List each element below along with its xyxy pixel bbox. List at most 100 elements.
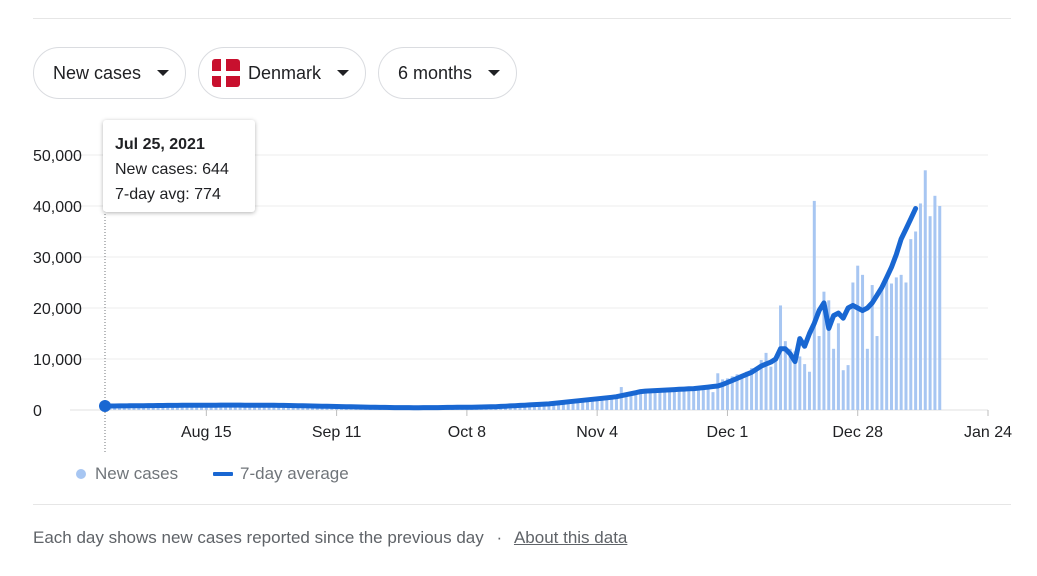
bar [774,356,778,410]
bar [735,374,739,410]
bar [552,402,556,410]
x-tick-label: Dec 1 [707,424,749,441]
bar [817,336,821,410]
bar [759,360,763,410]
metric-dropdown[interactable]: New cases [33,47,186,99]
bar [639,392,643,410]
legend-new-cases: New cases [76,464,178,484]
bar [875,336,879,410]
bar [696,388,700,410]
bar [827,300,831,410]
bar [687,389,691,410]
bar [581,399,585,410]
bar [832,348,836,410]
bar [523,405,527,410]
bottom-divider [33,504,1011,505]
bar [692,388,696,410]
bar [822,291,826,410]
bar [894,277,898,410]
bar [933,195,937,410]
y-tick-label: 20,000 [33,301,82,318]
bar [624,393,628,410]
bar [528,405,532,410]
bar [532,404,536,410]
chevron-down-icon [157,70,170,76]
average-line [102,206,919,411]
bar [803,364,807,410]
bar [730,376,734,410]
bar [812,200,816,410]
bar [576,400,580,410]
bar [634,392,638,410]
tooltip-new-cases: New cases: 644 [115,161,229,178]
bar [605,395,609,410]
bar [783,341,787,410]
bar [914,231,918,410]
bar [663,391,667,410]
bar [793,351,797,410]
x-tick-label: Dec 28 [832,424,883,441]
x-tick-label: Sep 11 [312,424,362,441]
x-tick-label: Jan 24 [964,424,1012,441]
bar [537,404,541,410]
legend-new-cases-label: New cases [95,464,179,483]
bar [923,170,927,410]
bar [547,403,551,410]
bar [750,368,754,410]
bar [590,398,594,410]
bar [566,401,570,410]
bar [721,379,725,410]
bar [841,370,845,410]
about-data-link[interactable]: About this data [513,528,628,547]
bar [219,405,223,410]
bar [224,405,228,410]
denmark-flag-icon [212,59,240,87]
bar [725,378,729,410]
bar [716,373,720,410]
bar [870,285,874,410]
country-dropdown[interactable]: Denmark [198,47,366,99]
bar [701,387,705,410]
x-tick-label: Nov 4 [576,424,618,441]
y-tick-label: 10,000 [33,352,82,369]
footer-text: Each day shows new cases reported since … [33,528,484,547]
y-tick-label: 0 [33,403,42,420]
footer-separator: · [496,528,503,547]
avg-line-swatch [213,472,233,476]
bar [885,279,889,410]
bar [542,403,546,410]
bar [928,216,932,410]
bar [904,282,908,410]
bar [807,371,811,410]
bar [754,370,758,410]
bar [779,305,783,410]
tooltip-date: Jul 25, 2021 [115,136,205,153]
bar [614,394,618,410]
top-divider [33,18,1011,19]
bar [899,274,903,410]
x-tick-label: Oct 8 [448,424,486,441]
bar [711,392,715,410]
bar [938,206,942,410]
y-tick-label: 40,000 [33,199,82,216]
country-dropdown-label: Denmark [248,62,322,83]
bar [518,406,522,410]
bar [619,387,623,410]
y-tick-label: 50,000 [33,148,82,165]
bar [851,282,855,410]
bar [653,391,657,410]
bar [769,366,773,410]
bar [745,371,749,410]
legend-avg-label: 7-day average [240,464,349,483]
bar [595,397,599,410]
bar [571,400,575,410]
legend-avg: 7-day average [213,464,349,484]
bar [586,399,590,410]
bar [228,405,232,410]
bar [846,365,850,410]
range-dropdown[interactable]: 6 months [378,47,517,99]
tooltip-avg: 7-day avg: 774 [115,186,221,203]
bar [677,390,681,410]
bar [629,393,633,410]
